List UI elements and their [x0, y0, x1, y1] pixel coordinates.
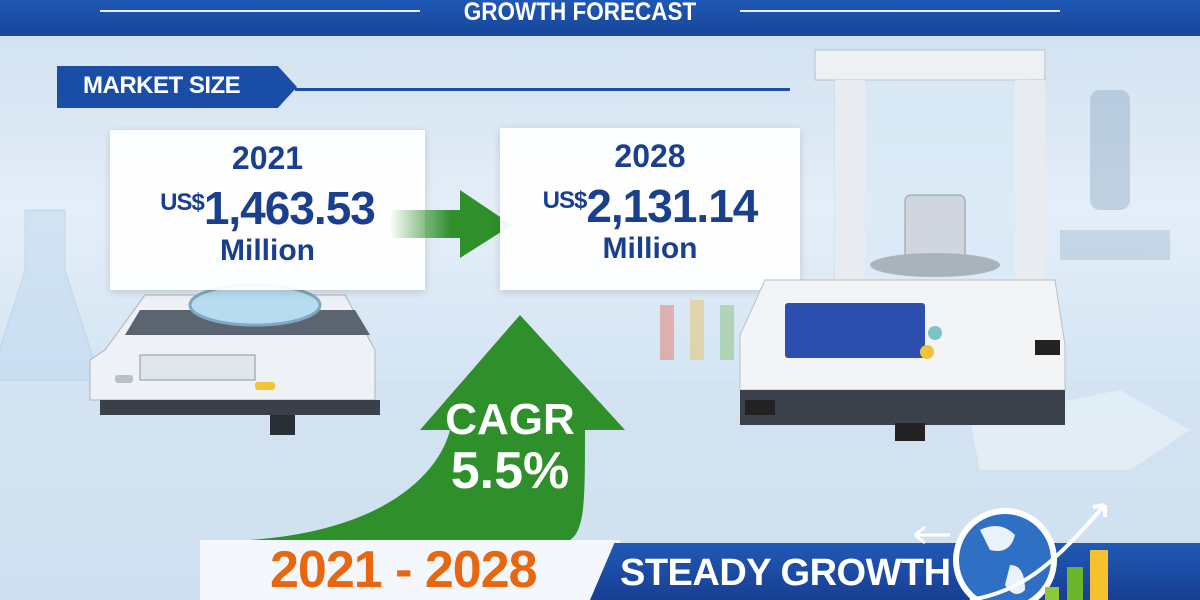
top-banner: GROWTH FORECAST — [0, 0, 1200, 36]
divider — [295, 88, 790, 91]
currency: US$ — [542, 187, 588, 214]
currency: US$ — [160, 189, 205, 216]
unit: Million — [602, 232, 698, 265]
bar-chart-icon — [1045, 550, 1108, 600]
cagr-title: CAGR — [445, 395, 575, 444]
footer-label: STEADY GROWTH — [620, 552, 951, 594]
start-market-card: 2021 US$1,463.53 Million — [110, 130, 425, 290]
growth-arrow-icon — [250, 315, 625, 540]
cagr-label: CAGR 5.5% — [440, 395, 580, 501]
start-year: 2021 — [231, 140, 304, 176]
divider — [100, 10, 420, 12]
period-panel — [200, 540, 620, 600]
forecast-period: 2021 - 2028 — [270, 541, 538, 599]
end-year: 2028 — [614, 138, 686, 174]
end-market-card: 2028 US$2,131.14 Million — [500, 128, 800, 290]
section-tag: MARKET SIZE — [57, 66, 297, 108]
balance-scale-icon — [89, 283, 380, 435]
analytical-balance-icon — [739, 49, 1066, 441]
divider — [740, 10, 1060, 12]
unit: Million — [220, 234, 315, 267]
end-value: 2,131.14 — [586, 180, 758, 232]
microscope-icon — [1060, 90, 1170, 260]
test-tubes-icon — [660, 300, 734, 360]
page-title: GROWTH FORECAST — [463, 0, 697, 26]
globe-icon — [914, 503, 1108, 600]
arrow-right-icon — [390, 190, 512, 258]
cagr-value: 5.5% — [450, 442, 570, 500]
start-value: 1,463.53 — [203, 182, 376, 234]
